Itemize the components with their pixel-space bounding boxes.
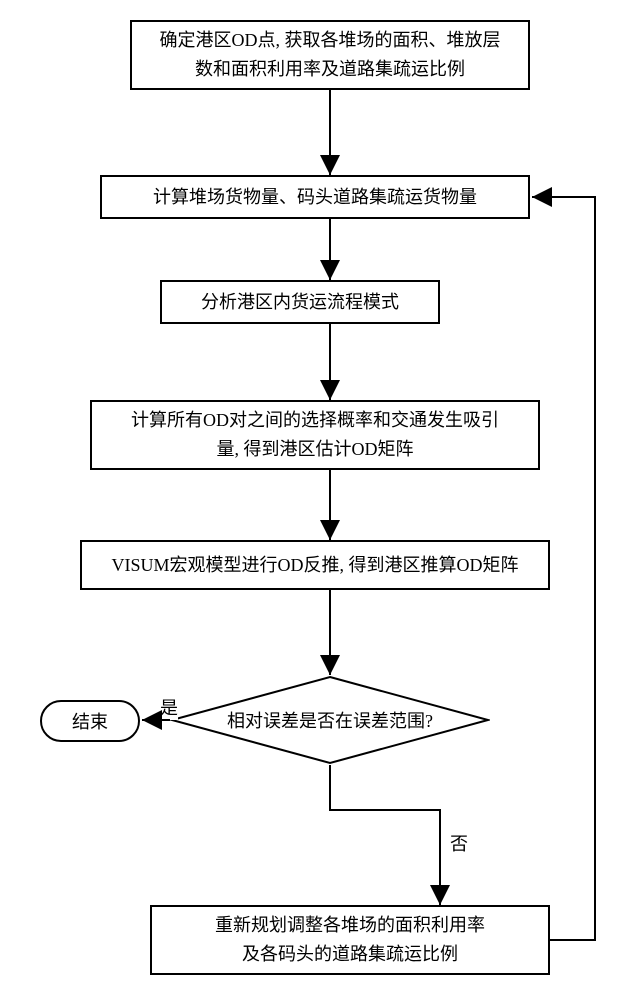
text: 计算堆场货物量、码头道路集疏运货物量 [153, 183, 477, 212]
text-line: 确定港区OD点, 获取各堆场的面积、堆放层 [160, 30, 501, 50]
step-replan: 重新规划调整各堆场的面积利用率 及各码头的道路集疏运比例 [150, 905, 550, 975]
text-line: 数和面积利用率及道路集疏运比例 [195, 59, 465, 79]
step-calc-volume: 计算堆场货物量、码头道路集疏运货物量 [100, 175, 530, 219]
step-define-od: 确定港区OD点, 获取各堆场的面积、堆放层 数和面积利用率及道路集疏运比例 [130, 20, 530, 90]
text-line: 及各码头的道路集疏运比例 [242, 944, 458, 964]
label-no: 否 [450, 830, 468, 856]
text-line: 计算所有OD对之间的选择概率和交通发生吸引 [131, 410, 499, 430]
decision-error-range: 相对误差是否在误差范围? [170, 675, 490, 765]
label-yes: 是 [160, 694, 178, 720]
text: 结束 [72, 708, 108, 734]
step-visum-model: VISUM宏观模型进行OD反推, 得到港区推算OD矩阵 [80, 540, 550, 590]
terminator-end: 结束 [40, 700, 140, 742]
text: VISUM宏观模型进行OD反推, 得到港区推算OD矩阵 [111, 551, 518, 580]
text-line: 量, 得到港区估计OD矩阵 [217, 439, 414, 459]
step-analyze-flow: 分析港区内货运流程模式 [160, 280, 440, 324]
flow-arrows [0, 0, 644, 1000]
text: 相对误差是否在误差范围? [227, 707, 433, 733]
step-calc-od-matrix: 计算所有OD对之间的选择概率和交通发生吸引 量, 得到港区估计OD矩阵 [90, 400, 540, 470]
text: 分析港区内货运流程模式 [201, 288, 399, 317]
text-line: 重新规划调整各堆场的面积利用率 [215, 915, 485, 935]
